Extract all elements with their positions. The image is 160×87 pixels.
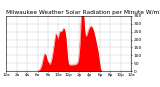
Text: Milwaukee Weather Solar Radiation per Minute W/m2 (Last 24 Hours): Milwaukee Weather Solar Radiation per Mi… [6,10,160,15]
